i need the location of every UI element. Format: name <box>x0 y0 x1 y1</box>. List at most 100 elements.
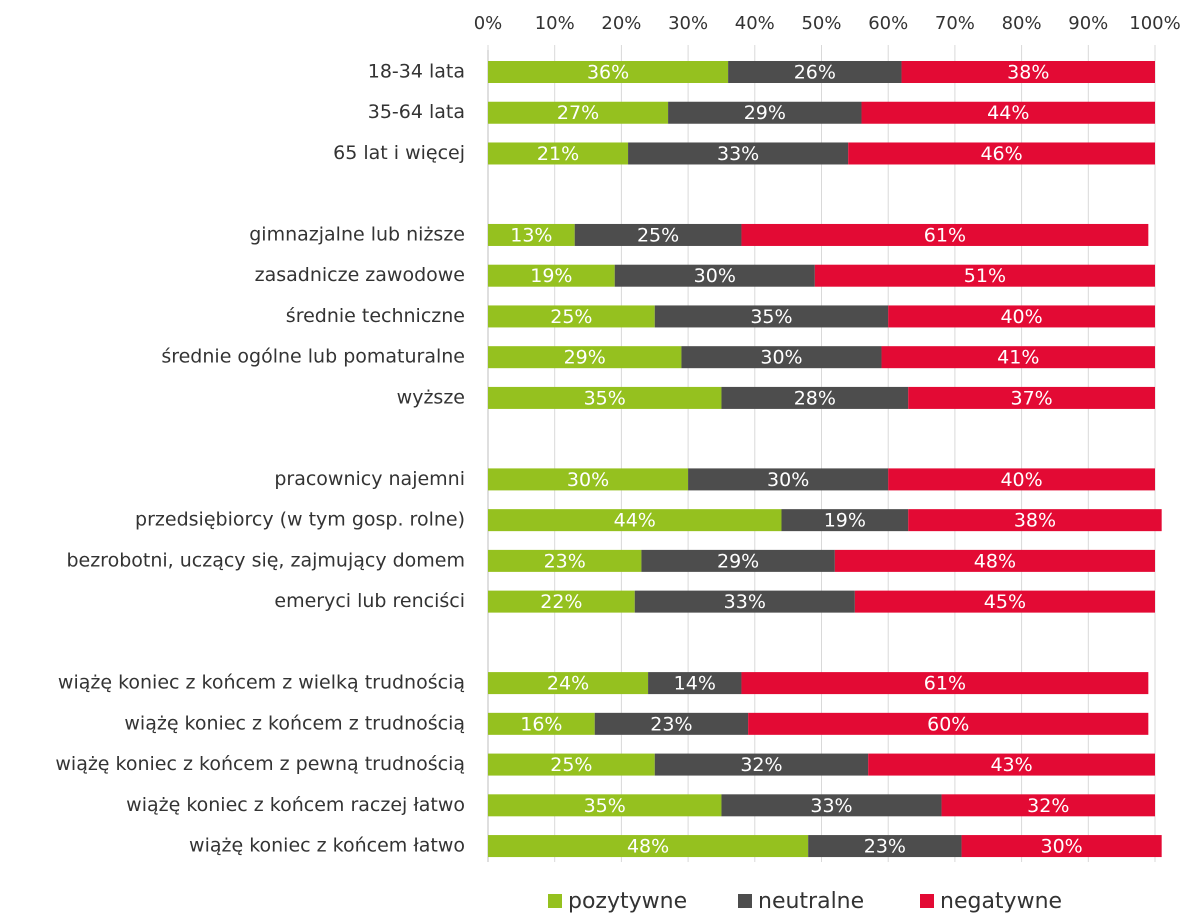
data-label: 14% <box>674 673 716 695</box>
bar-segment <box>721 386 909 409</box>
data-label: 43% <box>990 754 1032 776</box>
data-label: 38% <box>1007 62 1049 84</box>
data-label: 45% <box>984 591 1026 613</box>
bar-segment <box>741 223 1149 246</box>
data-label: 23% <box>544 550 586 572</box>
data-label: 23% <box>864 836 906 858</box>
bar-segment <box>614 264 815 287</box>
data-label: 51% <box>964 265 1006 287</box>
bar-segment <box>888 305 1155 328</box>
bar-segment <box>781 509 909 532</box>
data-label: 35% <box>750 306 792 328</box>
data-label: 33% <box>717 143 759 165</box>
bar-segment <box>488 346 682 369</box>
bar-segment <box>941 794 1155 817</box>
y-tick-label: gimnazjalne lub niższe <box>249 223 465 245</box>
data-label: 35% <box>584 795 626 817</box>
data-label: 48% <box>627 836 669 858</box>
bar-segment <box>594 712 749 735</box>
bar-segment <box>488 264 615 287</box>
data-label: 19% <box>824 510 866 532</box>
bar-segment <box>488 549 642 572</box>
data-label: 61% <box>924 673 966 695</box>
x-tick-label: 100% <box>1129 13 1180 34</box>
data-label: 37% <box>1010 387 1052 409</box>
bar-segment <box>908 509 1162 532</box>
bar-segment <box>488 835 809 858</box>
bar-segment <box>654 753 869 776</box>
data-label: 40% <box>1000 469 1042 491</box>
bar-segment <box>488 142 629 165</box>
bar-segment <box>488 672 649 695</box>
data-label: 30% <box>567 469 609 491</box>
bar-segment <box>668 101 862 124</box>
y-tick-label: średnie ogólne lub pomaturalne <box>161 346 465 368</box>
y-tick-label: wiążę koniec z końcem z wielką trudności… <box>58 672 465 694</box>
x-tick-label: 30% <box>668 13 708 34</box>
data-label: 25% <box>550 754 592 776</box>
data-label: 21% <box>537 143 579 165</box>
data-label: 36% <box>587 62 629 84</box>
bar-segment <box>628 142 849 165</box>
x-tick-label: 20% <box>601 13 641 34</box>
legend-label: pozytywne <box>568 889 687 914</box>
legend-swatch <box>738 894 752 908</box>
y-tick-label: 35-64 lata <box>368 101 465 123</box>
y-tick-label: 65 lat i więcej <box>333 142 465 164</box>
bar-segment <box>688 468 889 491</box>
bar-segment <box>488 794 722 817</box>
y-tick-label: wiążę koniec z końcem z pewną trudnością <box>55 753 465 775</box>
data-label: 29% <box>744 102 786 124</box>
data-label: 44% <box>614 510 656 532</box>
bar-segment <box>574 223 742 246</box>
bar-segment <box>868 753 1155 776</box>
bar-segment <box>488 468 689 491</box>
y-tick-label: emeryci lub renciści <box>274 590 465 612</box>
bar-segment <box>881 346 1155 369</box>
bar-segment <box>488 61 729 83</box>
data-label: 30% <box>767 469 809 491</box>
y-tick-label: pracownicy najemni <box>274 468 465 490</box>
data-label: 25% <box>637 224 679 246</box>
bar-segment <box>808 835 962 858</box>
data-label: 30% <box>760 347 802 369</box>
bar-segment <box>654 305 889 328</box>
bar-segment <box>721 794 942 817</box>
data-label: 61% <box>924 224 966 246</box>
bar-segment <box>488 223 575 246</box>
bar-segment <box>488 305 655 328</box>
x-tick-label: 60% <box>868 13 908 34</box>
y-tick-label: średnie techniczne <box>286 305 465 327</box>
y-tick-label: 18-34 lata <box>368 61 465 83</box>
data-label: 29% <box>717 550 759 572</box>
data-label: 32% <box>740 754 782 776</box>
x-tick-label: 80% <box>1002 13 1042 34</box>
bar-segment <box>648 672 742 695</box>
legend-label: negatywne <box>940 889 1062 914</box>
data-label: 23% <box>650 713 692 735</box>
bar-segment <box>488 712 595 735</box>
data-label: 26% <box>794 62 836 84</box>
data-label: 60% <box>927 713 969 735</box>
data-label: 22% <box>540 591 582 613</box>
data-label: 32% <box>1027 795 1069 817</box>
data-label: 30% <box>694 265 736 287</box>
data-label: 16% <box>520 713 562 735</box>
bar-segment <box>488 590 635 613</box>
bar-segment <box>908 386 1155 409</box>
data-label: 33% <box>724 591 766 613</box>
bar-segment <box>681 346 882 369</box>
y-tick-label: wiążę koniec z końcem raczej łatwo <box>126 794 465 816</box>
bar-segment <box>854 590 1155 613</box>
data-label: 46% <box>980 143 1022 165</box>
data-label: 25% <box>550 306 592 328</box>
x-tick-label: 90% <box>1068 13 1108 34</box>
x-tick-label: 40% <box>735 13 775 34</box>
bar-segment <box>848 142 1155 165</box>
data-label: 19% <box>530 265 572 287</box>
bar-segment <box>901 61 1155 83</box>
y-tick-label: wiążę koniec z końcem łatwo <box>189 835 465 857</box>
legend-label: neutralne <box>758 889 864 914</box>
x-tick-label: 10% <box>535 13 575 34</box>
